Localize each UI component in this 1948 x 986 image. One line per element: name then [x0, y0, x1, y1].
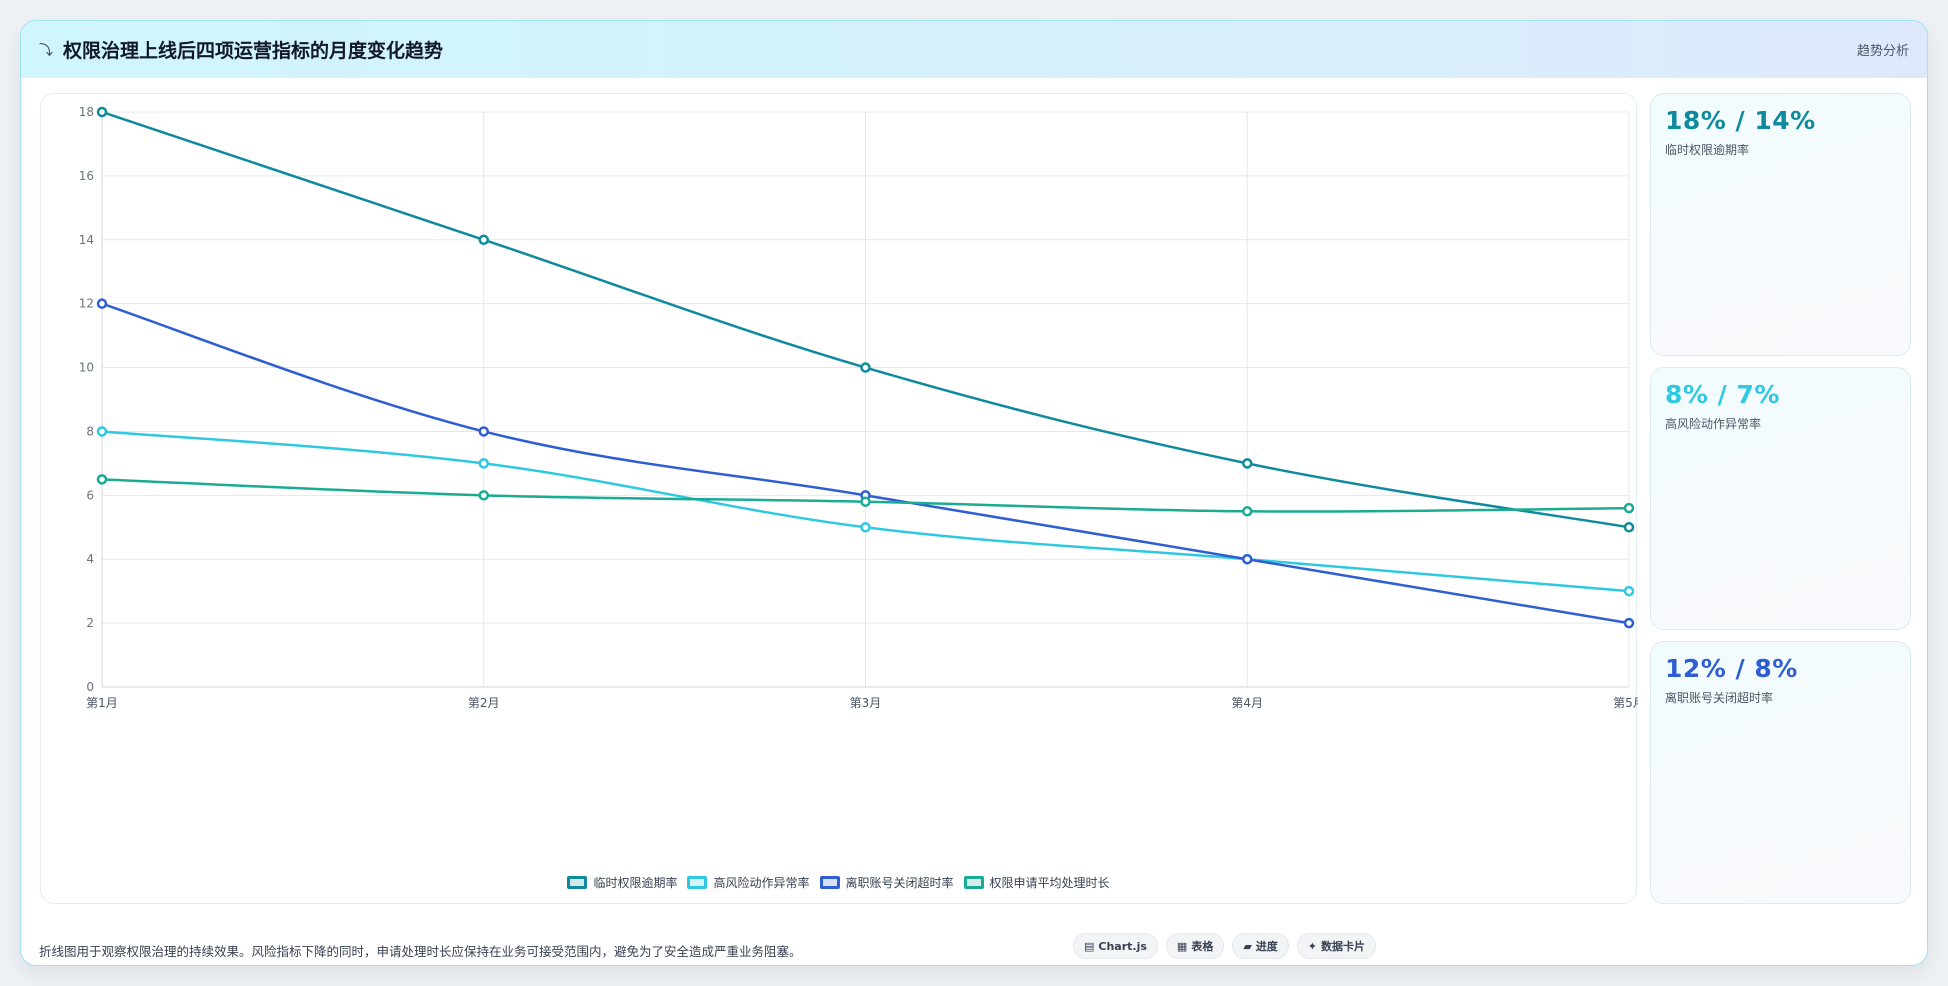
legend-swatch — [963, 876, 984, 889]
kpi-label: 临时权限逾期率 — [1665, 143, 1750, 157]
chart-legend: 临时权限逾期率 高风险动作异常率 离职账号关闭超时率 权限申请平均处理时长 — [41, 874, 1636, 891]
legend-swatch — [819, 876, 840, 889]
panel-header: ⤵ 权限治理上线后四项运营指标的月度变化趋势 趋势分析 — [21, 21, 1927, 78]
kpi-value: 18% / 14% — [1665, 106, 1816, 135]
chip-progress[interactable]: ▰ 进度 — [1232, 933, 1289, 959]
y-tick-label: 10 — [79, 361, 94, 375]
y-tick-label: 0 — [86, 680, 94, 694]
kpi-card-high-risk: 8% / 7% 高风险动作异常率 — [1650, 367, 1911, 630]
x-tick-label: 第2月 — [468, 696, 500, 710]
x-tick-label: 第3月 — [850, 696, 882, 710]
data-point — [860, 496, 871, 507]
panel-footer: 折线图用于观察权限治理的持续效果。风险指标下降的同时，申请处理时长应保持在业务可… — [21, 911, 1927, 961]
x-tick-label: 第5月 — [1613, 696, 1638, 710]
progress-icon: ▰ — [1243, 939, 1252, 953]
chip-group: ▤ Chart.js ▦ 表格 ▰ 进度 ✦ 数据卡片 — [1073, 933, 1377, 959]
y-tick-label: 14 — [79, 233, 94, 247]
data-point — [1242, 553, 1253, 565]
kpi-value: 8% / 7% — [1665, 380, 1780, 409]
legend-swatch — [687, 876, 708, 889]
y-tick-label: 4 — [86, 552, 94, 566]
y-tick-label: 12 — [79, 297, 94, 311]
x-tick-label: 第1月 — [86, 696, 118, 710]
analysis-tag[interactable]: 趋势分析 — [1856, 44, 1909, 59]
chart-icon: ▤ — [1084, 939, 1095, 953]
sparkle-icon: ✦ — [1307, 939, 1318, 953]
data-point — [1623, 522, 1635, 533]
data-point — [478, 426, 489, 437]
legend-item[interactable]: 临时权限逾期率 — [567, 874, 677, 891]
chart-card: 0 2 4 6 8 10 12 14 16 18 第1月 第2月 第3月 第4月 第5月 临时权限逾期率 高风… — [40, 93, 1638, 904]
data-point — [96, 298, 108, 309]
data-point — [96, 474, 108, 485]
chip-table[interactable]: ▦ 表格 — [1165, 933, 1225, 959]
data-point — [1623, 585, 1635, 597]
kpi-card-offboarding: 12% / 8% 离职账号关闭超时率 — [1650, 641, 1911, 904]
page-title: 权限治理上线后四项运营指标的月度变化趋势 — [63, 40, 444, 62]
legend-item[interactable]: 离职账号关闭超时率 — [819, 874, 954, 891]
data-point — [1623, 502, 1635, 514]
data-point — [860, 522, 871, 533]
x-tick-label: 第4月 — [1231, 696, 1263, 710]
footer-note: 折线图用于观察权限治理的持续效果。风险指标下降的同时，申请处理时长应保持在业务可… — [39, 944, 802, 959]
legend-swatch — [567, 876, 588, 889]
chip-chartjs[interactable]: ▤ Chart.js — [1073, 933, 1158, 959]
data-point — [860, 362, 871, 373]
chip-label: 进度 — [1255, 940, 1278, 953]
title-wrap: ⤵ 权限治理上线后四项运营指标的月度变化趋势 — [39, 36, 443, 63]
chip-label: 表格 — [1191, 940, 1214, 953]
trend-line-icon: ⤵ — [39, 42, 53, 59]
kpi-card-temp-permission: 18% / 14% 临时权限逾期率 — [1650, 93, 1911, 356]
data-point — [96, 106, 108, 118]
chip-label: Chart.js — [1098, 939, 1147, 953]
kpi-label: 高风险动作异常率 — [1665, 417, 1762, 431]
data-point — [478, 458, 489, 469]
y-tick-label: 18 — [79, 105, 94, 119]
dashboard-panel: ⤵ 权限治理上线后四项运营指标的月度变化趋势 趋势分析 0 2 4 6 8 10 12 14 1… — [20, 20, 1928, 966]
legend-label: 高风险动作异常率 — [713, 876, 810, 890]
legend-label: 临时权限逾期率 — [593, 876, 678, 890]
y-tick-label: 8 — [86, 424, 94, 438]
kpi-value: 12% / 8% — [1665, 654, 1798, 683]
data-point — [1242, 458, 1253, 469]
kpi-label: 离职账号关闭超时率 — [1665, 691, 1774, 705]
chip-data-card[interactable]: ✦ 数据卡片 — [1296, 933, 1377, 959]
y-tick-label: 2 — [86, 616, 94, 630]
line-chart: 0 2 4 6 8 10 12 14 16 18 第1月 第2月 第3月 第4月 第5月 — [79, 105, 1638, 710]
data-point — [96, 426, 108, 437]
legend-item[interactable]: 权限申请平均处理时长 — [963, 874, 1110, 891]
table-icon: ▦ — [1176, 939, 1188, 953]
data-point — [1242, 506, 1253, 517]
data-point — [478, 490, 489, 501]
chip-label: 数据卡片 — [1321, 940, 1366, 953]
y-tick-label: 16 — [79, 169, 94, 183]
data-point — [478, 234, 489, 246]
data-point — [1623, 617, 1635, 629]
y-tick-label: 6 — [86, 488, 94, 502]
legend-label: 权限申请平均处理时长 — [989, 876, 1110, 890]
legend-item[interactable]: 高风险动作异常率 — [687, 874, 810, 891]
legend-label: 离职账号关闭超时率 — [845, 876, 954, 890]
